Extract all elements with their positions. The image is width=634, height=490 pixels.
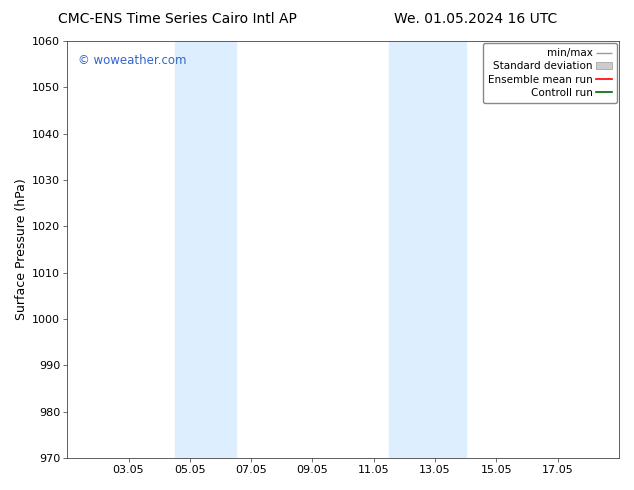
Text: We. 01.05.2024 16 UTC: We. 01.05.2024 16 UTC	[394, 12, 557, 26]
Y-axis label: Surface Pressure (hPa): Surface Pressure (hPa)	[15, 179, 28, 320]
Text: © woweather.com: © woweather.com	[78, 53, 187, 67]
Text: CMC-ENS Time Series Cairo Intl AP: CMC-ENS Time Series Cairo Intl AP	[58, 12, 297, 26]
Bar	[174, 41, 236, 458]
Bar	[389, 41, 466, 458]
Legend: min/max, Standard deviation, Ensemble mean run, Controll run: min/max, Standard deviation, Ensemble me…	[483, 43, 617, 103]
